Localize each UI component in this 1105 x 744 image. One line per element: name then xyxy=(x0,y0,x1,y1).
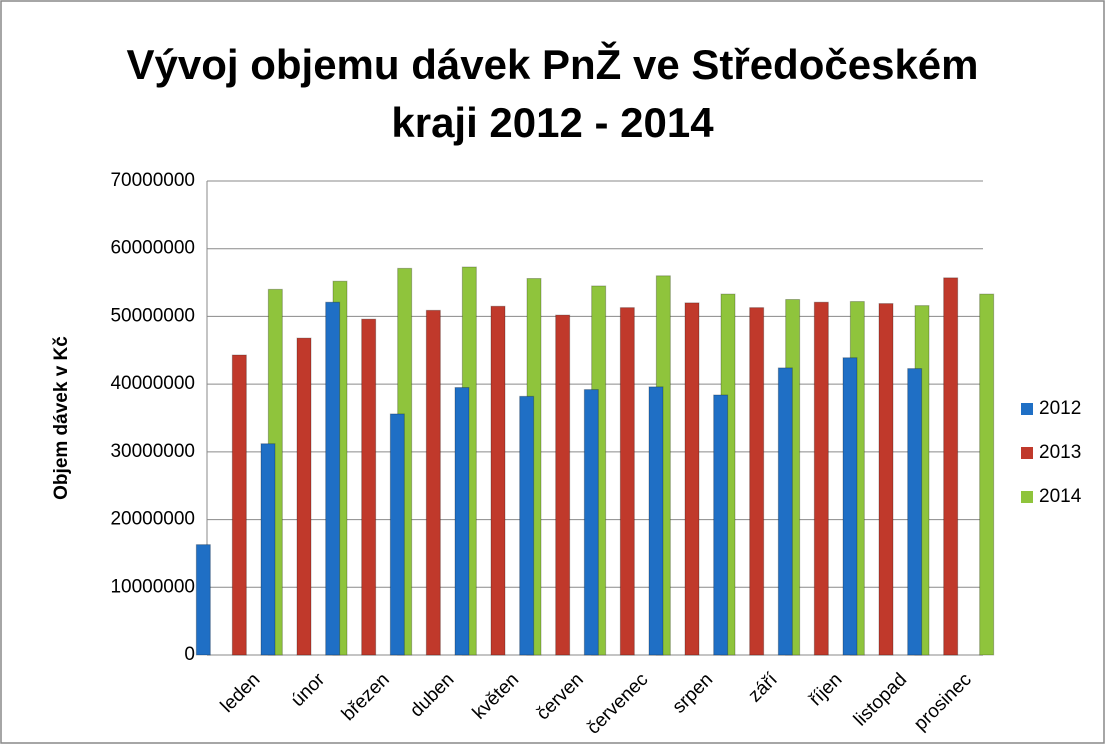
x-tick-label: prosinec xyxy=(910,669,976,735)
bar xyxy=(195,544,211,656)
x-tick-label: červen xyxy=(533,669,588,724)
legend-label: 2012 xyxy=(1039,398,1081,419)
bar xyxy=(389,413,405,656)
bar xyxy=(842,357,858,656)
x-tick-label: květen xyxy=(469,669,523,723)
x-tick-label: březen xyxy=(338,669,394,725)
y-tick-label: 10000000 xyxy=(110,576,195,597)
y-tick-label: 0 xyxy=(184,644,195,665)
legend-swatch xyxy=(1021,447,1033,459)
x-tick-label: duben xyxy=(406,669,458,721)
bar xyxy=(260,443,276,656)
bar xyxy=(619,307,635,656)
bar xyxy=(777,367,793,656)
bar xyxy=(425,309,441,656)
y-tick-label: 50000000 xyxy=(110,305,195,326)
y-axis-label: Objem dávek v Kč xyxy=(51,336,72,500)
bar xyxy=(454,387,470,656)
x-tick-label: listopad xyxy=(850,669,911,730)
bar xyxy=(878,303,894,656)
y-tick-label: 40000000 xyxy=(110,373,195,394)
bar xyxy=(713,394,729,656)
x-tick-label: červenec xyxy=(583,669,652,738)
bar xyxy=(296,337,312,656)
y-tick-label: 30000000 xyxy=(110,441,195,462)
bar xyxy=(749,307,765,656)
legend-swatch xyxy=(1021,403,1033,415)
bar xyxy=(325,301,341,656)
y-tick-label: 60000000 xyxy=(110,238,195,259)
bar xyxy=(519,395,535,656)
x-tick-label: leden xyxy=(217,669,265,717)
x-tick-label: září xyxy=(744,669,782,707)
bar xyxy=(361,318,377,656)
chart-title: Vývoj objemu dávek PnŽ ve Středočeském k… xyxy=(126,41,979,146)
bar xyxy=(583,389,599,656)
bar xyxy=(231,354,247,656)
x-tick-label: únor xyxy=(287,669,329,711)
legend-swatch xyxy=(1021,491,1033,503)
bar xyxy=(907,368,923,656)
y-tick-label: 20000000 xyxy=(110,509,195,530)
legend-label: 2014 xyxy=(1039,486,1082,507)
x-tick-label: srpen xyxy=(669,669,717,717)
bar xyxy=(555,314,571,656)
bar xyxy=(813,301,829,656)
bar xyxy=(979,293,995,656)
legend-label: 2013 xyxy=(1039,442,1081,463)
x-tick-label: říjen xyxy=(805,669,846,710)
y-tick-label: 70000000 xyxy=(110,170,195,191)
bar xyxy=(490,305,506,656)
bar xyxy=(943,277,959,656)
bar xyxy=(684,302,700,656)
bar xyxy=(648,386,664,656)
